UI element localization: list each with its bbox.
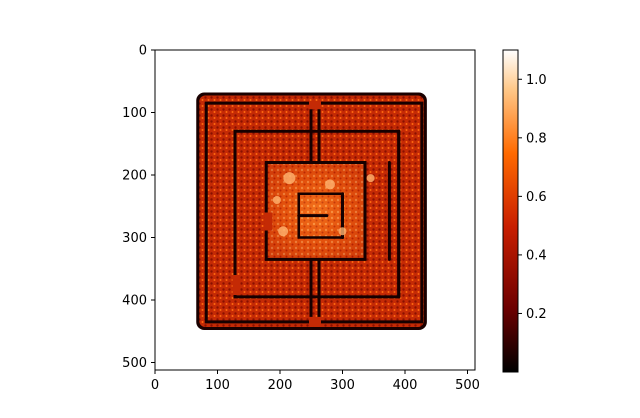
y-tick-label: 300 — [122, 231, 147, 246]
heatmap-hot-spot — [278, 226, 289, 237]
x-tick-label: 200 — [268, 378, 293, 393]
x-tick-label: 0 — [151, 378, 159, 393]
x-axis: 0 100 200 300 400 500 — [151, 370, 480, 393]
colorbar-frame — [502, 49, 519, 373]
heatmap-maze-gap — [264, 212, 273, 231]
heatmap-hot-spot — [283, 172, 296, 185]
heatmap-hot-spot — [325, 179, 335, 190]
colorbar-tick-label: 0.2 — [526, 307, 547, 322]
colorbar-tick-label: 1.0 — [526, 73, 547, 88]
heatmap-image — [196, 92, 427, 330]
colorbar: 0.2 0.4 0.6 0.8 1.0 — [502, 49, 547, 373]
heatmap-maze-gap — [309, 316, 321, 327]
x-tick-label: 100 — [205, 378, 230, 393]
heatmap-maze-gap — [232, 275, 241, 295]
y-tick-label: 0 — [139, 44, 147, 59]
heatmap-hot-spot — [338, 227, 347, 236]
heatmap-maze-gap — [309, 101, 321, 110]
y-tick-label: 100 — [122, 106, 147, 121]
heatmap-hot-spot — [272, 196, 281, 204]
heatmap-maze-wall — [264, 161, 367, 261]
heatmap-hot-spot — [366, 174, 375, 183]
colorbar-tick-label: 0.6 — [526, 190, 547, 205]
heatmap-hot-glow — [266, 162, 365, 260]
y-tick-label: 400 — [122, 294, 147, 309]
x-tick-label: 300 — [330, 378, 355, 393]
colorbar-tick-label: 0.8 — [526, 131, 547, 146]
colorbar-gradient — [503, 50, 518, 372]
plot-frame — [154, 49, 476, 371]
x-tick-label: 400 — [393, 378, 418, 393]
y-tick-label: 200 — [122, 169, 147, 184]
plot-area — [154, 49, 476, 371]
x-tick-label: 500 — [455, 378, 480, 393]
y-axis: 0 100 200 300 400 500 — [122, 44, 155, 371]
colorbar-ticks: 0.2 0.4 0.6 0.8 1.0 — [518, 73, 547, 322]
y-tick-label: 500 — [122, 356, 147, 371]
colorbar-tick-label: 0.4 — [526, 248, 547, 263]
